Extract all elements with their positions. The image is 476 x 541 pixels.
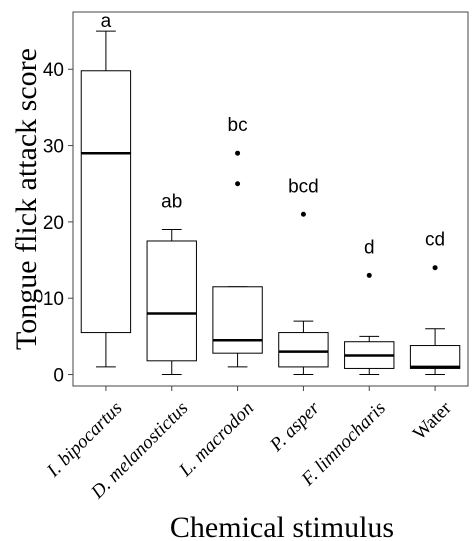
box-group: cd	[409, 230, 461, 376]
y-tick-label: 40	[43, 60, 64, 81]
outlier-point	[300, 211, 306, 217]
significance-letter: bc	[228, 115, 248, 136]
box-group: a	[80, 11, 132, 368]
outlier-point	[432, 265, 438, 271]
box-group: bc	[212, 115, 263, 368]
box-iqr	[212, 286, 263, 354]
box-group: ab	[146, 192, 197, 376]
y-tick-label: 0	[53, 366, 64, 387]
box-iqr	[278, 332, 329, 368]
significance-letter: bcd	[288, 176, 319, 197]
boxes: a ab bc bcd d cd	[80, 11, 461, 376]
significance-letter: d	[364, 237, 375, 258]
box-iqr	[80, 70, 132, 334]
y-tick-label: 20	[43, 213, 64, 234]
outlier-point	[235, 181, 241, 187]
plot-border	[72, 11, 469, 387]
y-tick-label: 30	[43, 137, 64, 158]
x-axis-title: Chemical stimulus	[170, 511, 394, 541]
y-axis: 0 10 20 30 40	[43, 60, 73, 387]
outlier-point	[235, 150, 241, 156]
box-iqr	[409, 345, 461, 369]
significance-letter: a	[101, 11, 112, 32]
significance-letter: ab	[161, 192, 182, 213]
box-iqr	[146, 240, 197, 362]
y-axis-title: Tongue flick attack score	[10, 48, 43, 350]
x-tick-label: P. asper	[265, 397, 324, 456]
box-group: d	[344, 237, 395, 376]
box-group: bcd	[278, 176, 329, 376]
x-tick-label: Water	[409, 397, 456, 444]
outlier-point	[366, 272, 372, 278]
y-tick-label: 10	[43, 289, 64, 310]
significance-letter: cd	[425, 230, 445, 251]
